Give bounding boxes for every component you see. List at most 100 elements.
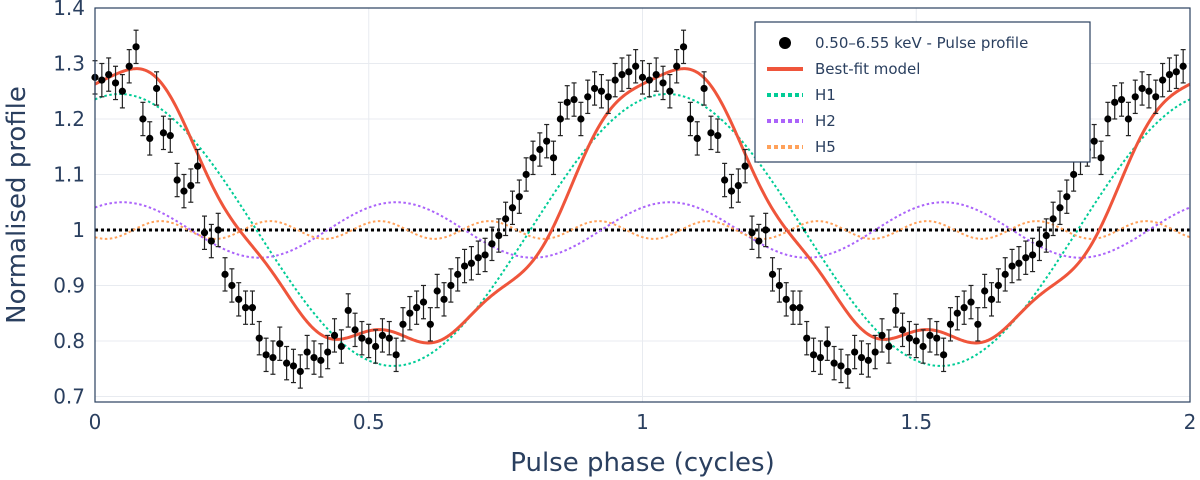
data-point [413,290,421,325]
data-point [502,201,510,237]
data-point [823,326,831,361]
data-point [926,318,934,353]
data-point [549,140,558,176]
data-point [330,318,339,353]
data-point [426,307,434,342]
data-point [371,329,380,364]
data-point [1172,54,1180,90]
data-point [187,168,195,203]
x-axis-title: Pulse phase (cycles) [510,448,774,478]
legend-marker [779,37,791,49]
data-point [317,343,325,378]
data-point [782,282,790,317]
data-point [1152,79,1160,115]
legend-label: H1 [815,86,836,104]
data-point [310,340,318,375]
plot-frame [94,7,1191,403]
legend-box [754,21,1091,163]
data-point [590,71,599,106]
data-point [118,73,126,109]
data-point [1022,240,1030,275]
data-point [659,65,667,101]
legend-item-h1: H1 [767,86,836,104]
y-tick-label: 0.9 [53,273,85,297]
data-point [878,318,886,353]
y-axis-ticks: 0.7 0.8 0.9 1 1.1 1.2 1.3 1.4 [53,0,85,408]
data-point [296,354,304,389]
data-point [1117,82,1126,117]
data-point [419,284,428,320]
data-point [673,49,681,84]
data-point [775,268,783,303]
legend-item-model: Best-fit model [767,60,920,78]
data-point [946,307,955,342]
data-point [762,212,770,248]
data-point [994,268,1002,303]
h5-curve [94,220,1191,240]
data-point [789,290,797,325]
data-point [645,62,653,98]
data-point [652,57,660,92]
legend-label: H5 [815,138,836,156]
data-point [611,62,619,98]
data-point [905,320,914,356]
data-point [105,57,113,92]
data-point [132,29,140,65]
x-tick-label: 1.5 [900,410,932,434]
data-point [248,290,257,325]
data-point [1015,246,1023,281]
data-point [618,57,626,92]
data-point [693,121,701,156]
data-point [200,215,209,250]
y-axis-title: Normalised profile [2,86,32,324]
data-point [1165,57,1174,92]
data-point [864,343,872,378]
data-point [173,162,181,198]
data-point [919,329,927,364]
data-point [974,307,982,342]
data-point [892,293,900,328]
x-axis-ticks: 0 0.5 1 1.5 2 [89,410,1197,434]
y-tick-label: 1.3 [53,51,85,75]
data-point [714,118,722,153]
data-point [1097,140,1105,176]
data-point [604,79,612,115]
x-tick-label: 1 [636,410,649,434]
legend-item-h2: H2 [767,112,836,130]
data-point [953,295,961,331]
data-point [727,173,736,209]
data-point [474,240,482,275]
data-point [1145,73,1153,109]
data-point [844,354,852,389]
data-point [125,49,133,84]
data-point [625,54,633,90]
data-point [289,348,298,384]
data-point [111,65,120,101]
data-point [563,85,571,120]
data-point [467,246,476,281]
data-point [508,190,517,226]
legend-item-data: 0.50–6.55 keV - Pulse profile [779,34,1028,52]
data-point [337,329,345,364]
legend-label: H2 [815,112,836,130]
model-curves [94,67,1191,367]
data-point [406,295,414,331]
y-tick-label: 0.7 [53,384,85,408]
data-point [666,73,674,109]
data-point [536,132,544,167]
data-point [488,226,496,262]
data-point [577,101,585,137]
data-point [768,257,777,292]
y-tick-label: 1.4 [53,0,85,20]
data-point [584,79,592,115]
data-point [816,340,825,375]
legend-label: 0.50–6.55 keV - Pulse profile [815,34,1028,52]
data-point [981,273,989,309]
y-tick-label: 1.2 [53,107,85,131]
data-point [796,290,804,325]
data-point [741,148,749,184]
data-point [146,121,154,156]
data-point [152,71,161,106]
data-point [283,345,291,381]
